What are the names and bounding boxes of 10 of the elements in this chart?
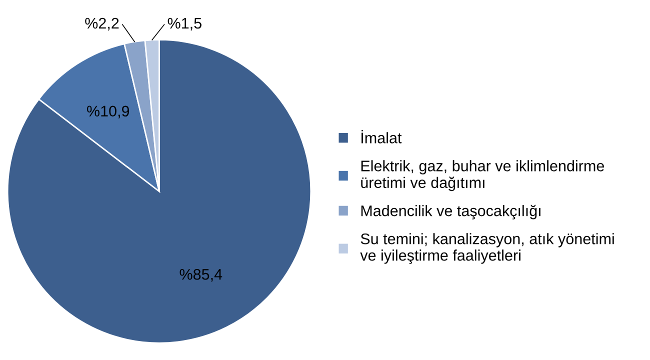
data-label: %2,2 bbox=[85, 18, 119, 30]
legend-label: İmalat bbox=[362, 130, 402, 144]
legend-label: Elektrik, gaz, buhar ve iklimlendirme üretimi ve dağıtımı bbox=[361, 160, 604, 192]
pie-slice bbox=[6, 39, 312, 344]
data-label: %1,5 bbox=[168, 18, 202, 30]
data-label: %10,9 bbox=[87, 106, 130, 118]
pie-slice bbox=[38, 43, 160, 192]
legend-label: Madencilik ve taşocakçılığı bbox=[361, 204, 540, 220]
data-label: %85,4 bbox=[180, 268, 222, 282]
legend-label: Su temini; kanalizasyon, atık yönetimi ve iyileştirme faaliyetleri bbox=[360, 233, 614, 264]
